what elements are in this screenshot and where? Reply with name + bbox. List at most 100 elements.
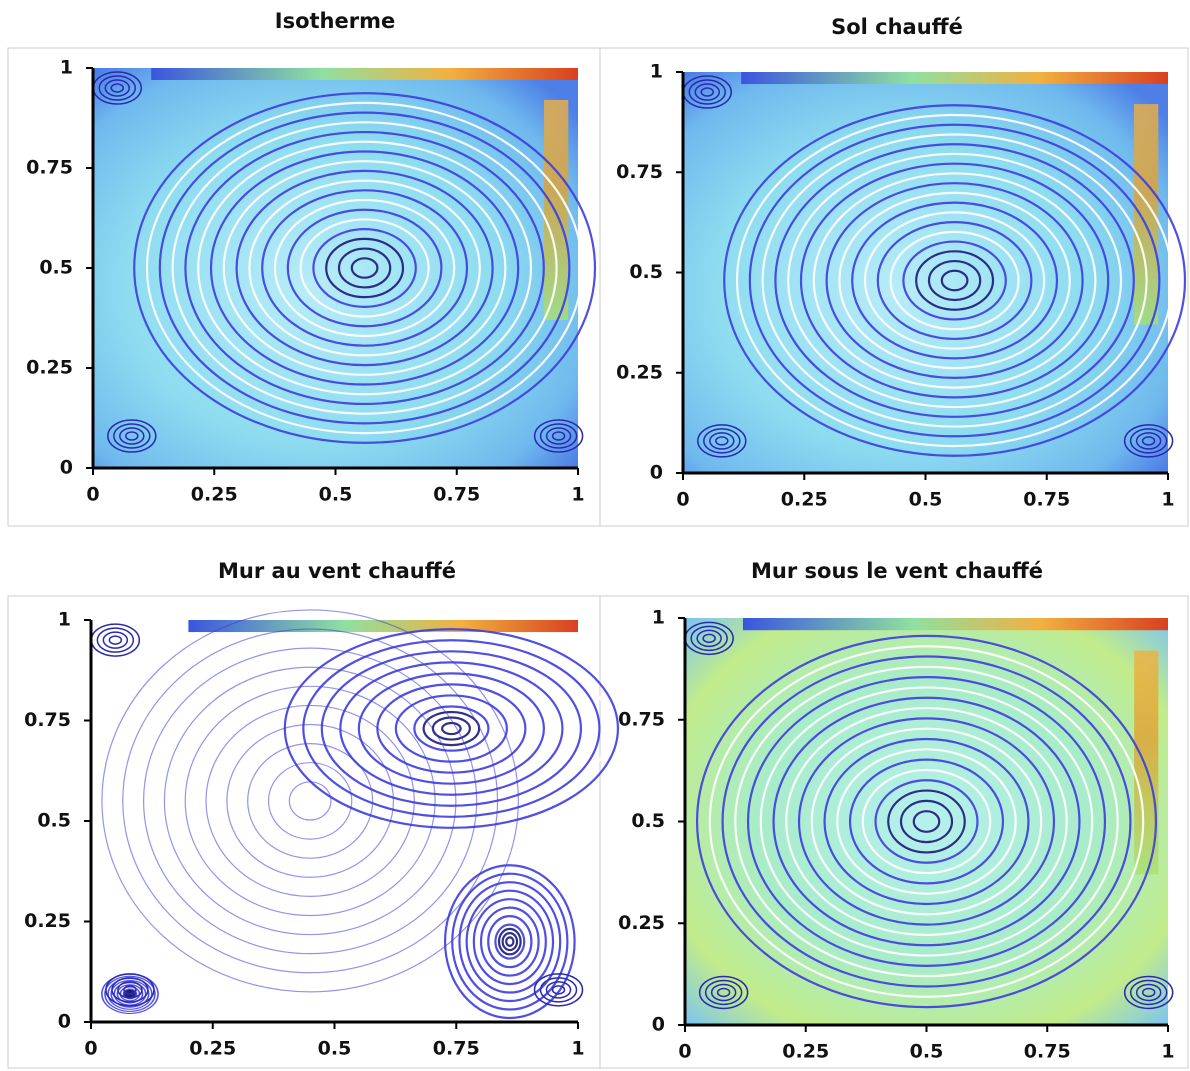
streamline <box>184 685 436 917</box>
streamline <box>483 910 537 973</box>
x-tick-label: 0 <box>86 484 99 506</box>
streamline <box>787 152 1123 409</box>
streamline <box>235 169 494 367</box>
streamline <box>122 628 499 974</box>
streamline <box>785 706 1068 937</box>
streamline <box>142 647 478 955</box>
streamline <box>476 902 544 981</box>
corner-eddy <box>1135 983 1162 1002</box>
y-tick-label: 0 <box>652 1014 665 1036</box>
corner-eddy <box>551 985 566 995</box>
streamline <box>902 240 1007 321</box>
streamline <box>302 639 601 818</box>
hot-band <box>188 620 578 633</box>
x-tick-label: 1 <box>571 1038 584 1060</box>
streamline <box>422 710 481 747</box>
x-tick-label: 0.5 <box>318 1038 352 1060</box>
streamline <box>501 932 519 952</box>
corner-eddy <box>533 419 584 453</box>
streamline <box>851 201 1059 360</box>
streamline <box>889 230 1020 331</box>
streamline <box>413 705 490 752</box>
y-tick-label: 0.75 <box>616 161 663 183</box>
corner-eddy <box>1129 979 1168 1006</box>
streamline <box>774 143 1135 418</box>
corner-eddy <box>688 79 726 105</box>
streamline <box>171 121 558 415</box>
corner-eddy <box>1141 987 1156 998</box>
corner-eddy <box>119 427 145 445</box>
streamline <box>145 101 584 435</box>
streamline <box>797 717 1056 926</box>
streamline <box>887 789 966 854</box>
streamline <box>273 198 456 338</box>
corner-eddy <box>690 625 728 652</box>
corner-eddy <box>539 977 578 1003</box>
corner-eddy <box>111 977 149 1003</box>
streamline <box>876 221 1033 341</box>
y-tick-label: 1 <box>650 61 663 83</box>
streamline <box>759 686 1094 957</box>
x-tick-label: 0.5 <box>910 1041 944 1063</box>
corner-eddy <box>104 79 130 97</box>
streamline <box>810 727 1043 916</box>
streamline <box>708 645 1145 998</box>
streamline <box>339 661 564 796</box>
streamline <box>311 644 592 813</box>
streamline <box>479 906 540 977</box>
x-tick-label: 0.75 <box>433 484 480 506</box>
chart-title: Mur au vent chauffé <box>218 559 456 583</box>
x-tick-label: 0 <box>676 489 689 511</box>
streamline <box>825 182 1084 379</box>
x-tick-label: 0.5 <box>319 484 353 506</box>
streamline <box>133 92 597 444</box>
streamline <box>261 189 469 347</box>
streamline <box>695 634 1158 1009</box>
streamline <box>292 633 610 824</box>
corner-eddy <box>125 431 139 441</box>
y-tick-label: 0.25 <box>24 910 71 932</box>
x-tick-label: 1 <box>571 484 584 506</box>
corner-eddy <box>539 423 578 449</box>
corner-eddy <box>1123 424 1174 458</box>
x-tick-label: 0.25 <box>781 489 828 511</box>
streamline <box>337 247 392 289</box>
corner-eddy <box>709 432 735 450</box>
x-tick-label: 1 <box>1161 1041 1174 1063</box>
streamline <box>912 810 941 833</box>
corner-eddy <box>98 75 136 101</box>
streamline <box>497 927 522 956</box>
hot-band <box>742 618 1168 631</box>
streamline <box>288 781 332 821</box>
y-tick-label: 0.25 <box>618 912 665 934</box>
streamline <box>226 723 395 878</box>
y-tick-label: 0 <box>60 457 73 479</box>
y-tick-label: 0.75 <box>26 157 73 179</box>
streamline <box>350 257 379 279</box>
streamline <box>861 768 992 875</box>
y-tick-label: 0 <box>58 1011 71 1033</box>
streamline <box>247 743 374 859</box>
chart-title: Isotherme <box>275 9 395 33</box>
corner-eddy <box>696 629 722 648</box>
x-tick-label: 0.25 <box>191 484 238 506</box>
streamline <box>163 666 457 936</box>
streamline <box>348 666 555 791</box>
streamline <box>299 218 430 318</box>
streamline <box>874 779 979 864</box>
streamline <box>490 919 529 964</box>
streamline <box>721 655 1132 988</box>
streamline <box>205 704 415 897</box>
corner-eddy <box>694 83 720 101</box>
corner-eddy <box>1123 975 1174 1010</box>
x-tick-label: 0.25 <box>782 1041 829 1063</box>
corner-eddy <box>698 975 749 1010</box>
x-tick-label: 0.75 <box>433 1038 480 1060</box>
streamline <box>320 650 583 807</box>
x-tick-label: 0.5 <box>909 489 943 511</box>
corner-eddy <box>533 973 584 1007</box>
x-tick-label: 0 <box>678 1041 691 1063</box>
streamline <box>286 208 443 328</box>
streamline <box>367 677 536 780</box>
